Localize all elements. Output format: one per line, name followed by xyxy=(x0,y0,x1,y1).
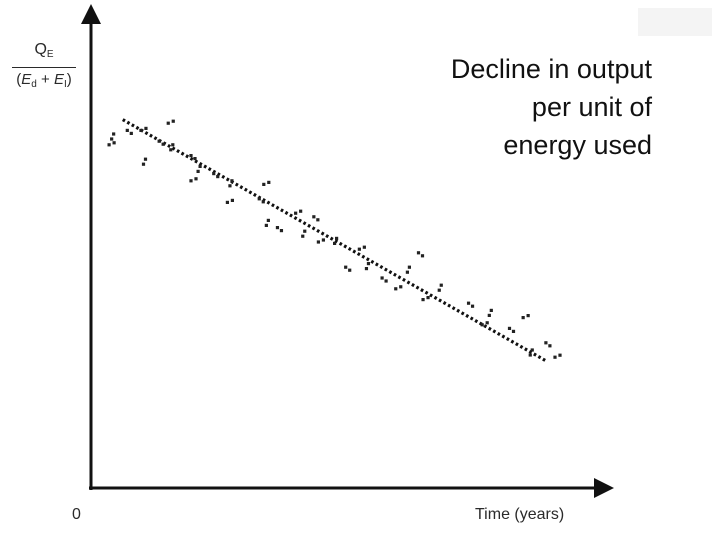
data-point xyxy=(110,132,116,141)
x-axis-arrow xyxy=(594,478,614,498)
data-point xyxy=(212,172,220,179)
x-axis-label: Time (years) xyxy=(475,506,565,523)
data-point xyxy=(480,321,489,327)
data-point xyxy=(125,128,133,135)
data-point xyxy=(421,296,430,302)
y-axis-label: QE (Ed + EI) xyxy=(8,40,80,95)
data-point xyxy=(466,301,475,308)
data-point xyxy=(312,215,320,222)
data-point xyxy=(487,308,493,317)
data-point xyxy=(157,139,165,146)
data-point xyxy=(228,179,234,188)
data-point xyxy=(528,348,534,357)
y-label-denominator: (Ed + EI) xyxy=(16,71,72,90)
data-point xyxy=(316,238,325,244)
data-point xyxy=(507,326,516,333)
data-point xyxy=(521,314,530,320)
annotation-line-3: energy used xyxy=(503,130,652,160)
data-point xyxy=(301,229,307,238)
data-point xyxy=(225,198,234,204)
data-point xyxy=(344,265,352,272)
data-point xyxy=(139,126,148,132)
data-point xyxy=(405,265,411,274)
data-point xyxy=(364,262,371,271)
decline-annotation: Decline in output per unit of energy use… xyxy=(451,50,652,164)
data-point xyxy=(544,341,552,348)
data-point xyxy=(262,180,271,186)
data-points xyxy=(107,119,562,359)
data-point xyxy=(553,353,562,359)
data-point xyxy=(264,218,270,227)
data-point xyxy=(380,276,388,283)
annotation-line-2: per unit of xyxy=(531,92,652,122)
y-label-numerator: QE xyxy=(34,41,54,60)
corner-patch xyxy=(638,8,712,36)
trend-line-group xyxy=(121,118,547,363)
annotation-line-1: Decline in output xyxy=(450,54,652,84)
data-point xyxy=(333,236,339,245)
data-point xyxy=(166,119,175,125)
data-point xyxy=(437,283,443,292)
data-point xyxy=(275,226,284,233)
data-point xyxy=(294,209,303,215)
data-point xyxy=(189,154,197,161)
data-point xyxy=(394,285,403,291)
data-point xyxy=(357,245,366,251)
data-point xyxy=(416,251,425,258)
data-point xyxy=(107,141,116,147)
data-point xyxy=(196,164,202,173)
axes xyxy=(81,4,614,498)
data-point xyxy=(141,157,148,166)
trend-line xyxy=(121,118,547,363)
y-axis-arrow xyxy=(81,4,101,24)
data-point xyxy=(257,197,265,204)
data-point xyxy=(189,177,198,183)
y-label-fraction-bar xyxy=(12,67,76,68)
origin-label: 0 xyxy=(72,506,81,523)
data-point xyxy=(169,143,175,152)
